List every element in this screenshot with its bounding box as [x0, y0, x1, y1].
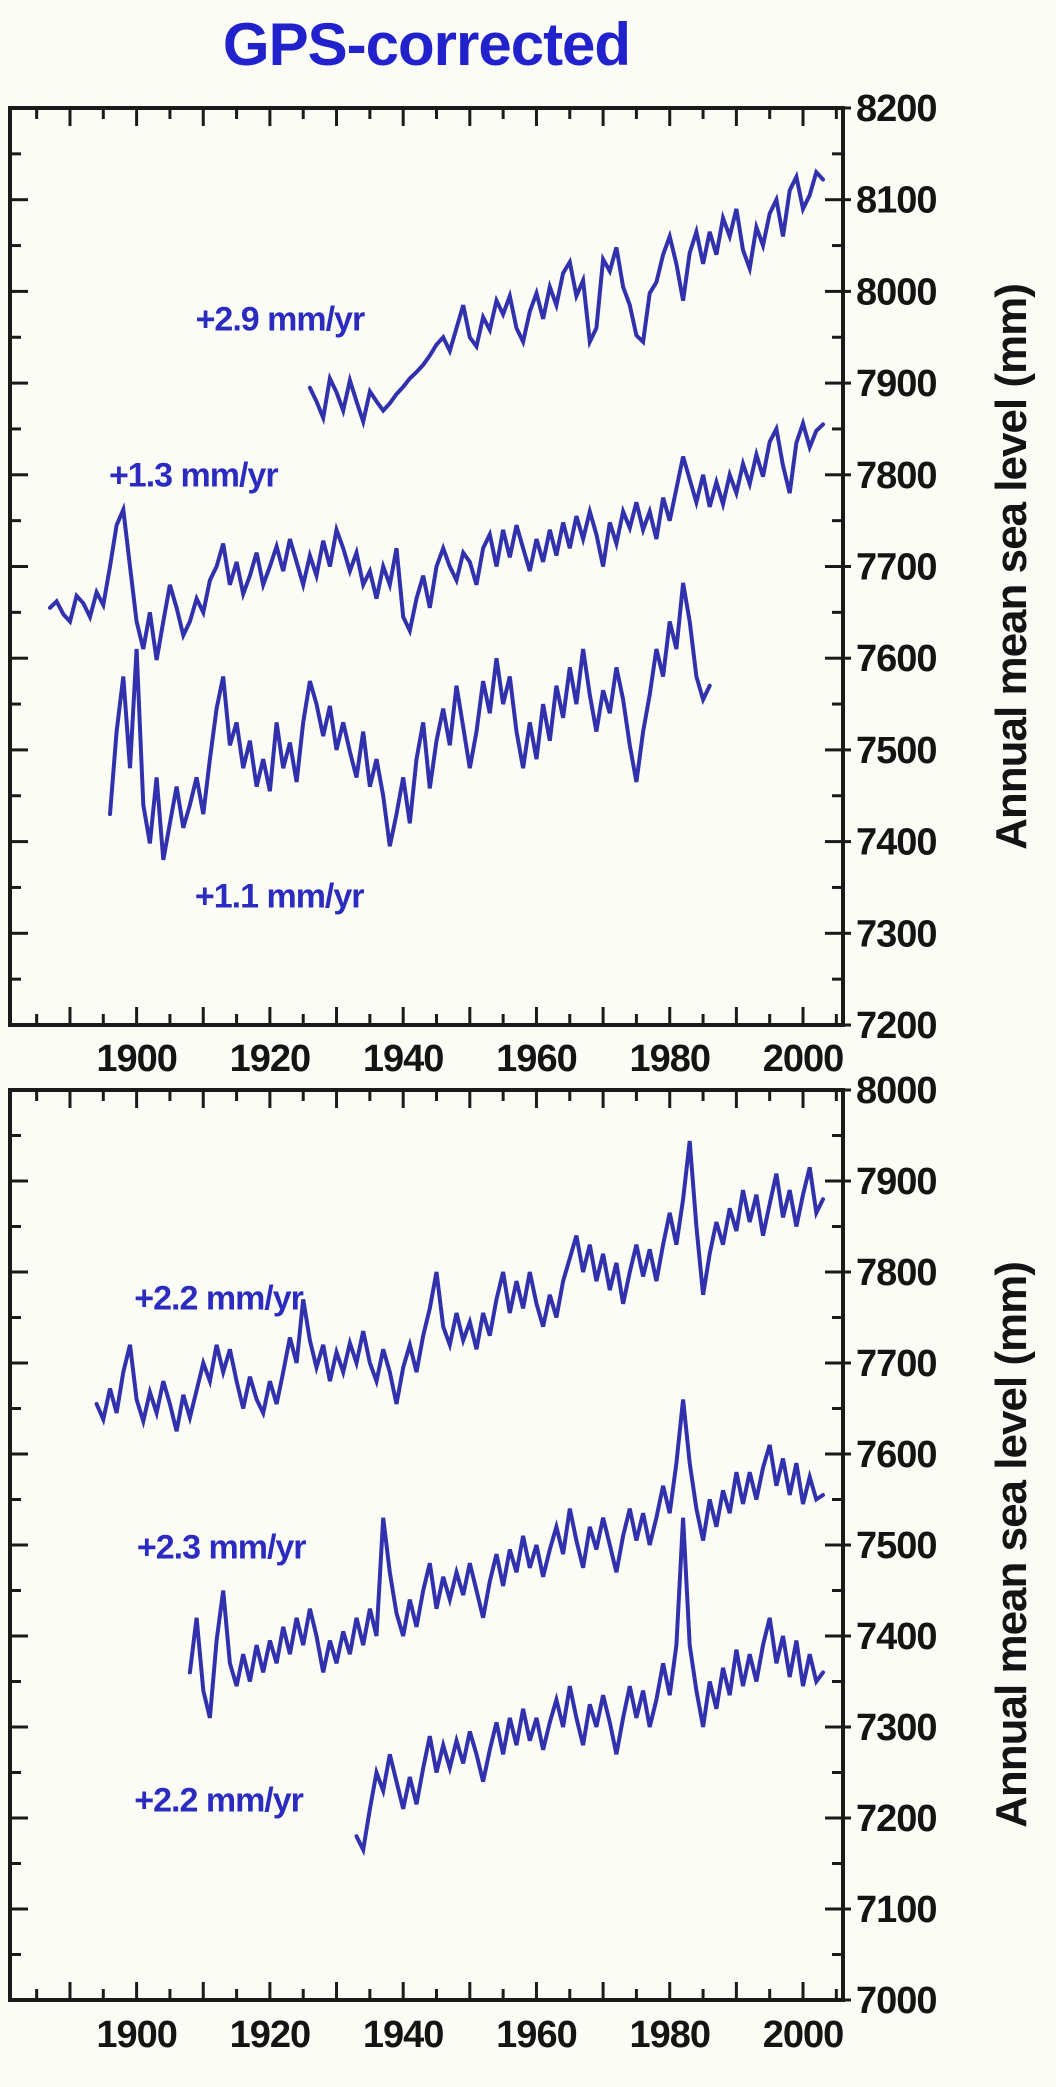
series-line-top-series-2 [48, 416, 825, 661]
x-tick-label: 1980 [629, 1038, 710, 1080]
trend-label-top-2: +1.3 mm/yr [108, 456, 279, 495]
y-tick-label: 7500 [856, 1525, 937, 1567]
y-tick-label: 7600 [856, 638, 937, 680]
series-line-bottom-series-3 [354, 1517, 825, 1857]
series-line-top-series-3 [108, 582, 712, 861]
trend-label-bottom-2: +2.3 mm/yr [136, 1528, 307, 1567]
x-tick-label: 2000 [763, 1038, 844, 1080]
y-tick-label: 7400 [856, 1616, 937, 1658]
y-tick-label: 7400 [856, 822, 937, 864]
chart-title: GPS-corrected [222, 11, 631, 78]
y-tick-label: 8000 [856, 1070, 937, 1112]
y-tick-label: 7200 [856, 1798, 937, 1840]
y-tick-label: 7900 [856, 363, 937, 405]
trend-label-bottom-3: +2.2 mm/yr [134, 1781, 304, 1820]
x-tick-label: 1940 [363, 2014, 444, 2056]
y-tick-label: 7300 [856, 913, 937, 955]
y-tick-label: 7800 [856, 455, 937, 497]
y-axis-title-bottom: Annual mean sea level (mm) [987, 1262, 1036, 1828]
y-tick-label: 7300 [856, 1707, 937, 1749]
x-tick-label: 2000 [763, 2014, 844, 2056]
y-axis-title-top: Annual mean sea level (mm) [987, 283, 1036, 850]
x-tick-label: 1900 [96, 1038, 177, 1080]
y-tick-label: 7700 [856, 547, 937, 589]
trend-label-top-3: +1.1 mm/yr [194, 877, 365, 916]
x-tick-label: 1960 [496, 1038, 577, 1080]
x-tick-label: 1980 [629, 2014, 710, 2056]
y-tick-label: 7900 [856, 1161, 937, 1203]
series-line-top-series-1 [307, 168, 825, 430]
x-tick-label: 1920 [230, 2014, 311, 2056]
series-line-bottom-series-1 [94, 1140, 825, 1432]
y-tick-label: 7100 [856, 1889, 937, 1931]
trend-label-top-1: +2.9 mm/yr [195, 300, 366, 339]
series-line-bottom-series-2 [187, 1399, 825, 1719]
y-tick-label: 7600 [856, 1434, 937, 1476]
y-tick-label: 7700 [856, 1343, 937, 1385]
y-tick-label: 7800 [856, 1252, 937, 1294]
y-tick-label: 8000 [856, 271, 937, 313]
trend-label-bottom-1: +2.2 mm/yr [134, 1279, 304, 1318]
x-tick-label: 1920 [230, 1038, 311, 1080]
x-tick-label: 1960 [496, 2014, 577, 2056]
y-tick-label: 8200 [856, 88, 937, 130]
x-tick-label: 1940 [363, 1038, 444, 1080]
y-tick-label: 7200 [856, 1005, 937, 1047]
y-tick-label: 7500 [856, 730, 937, 772]
y-tick-label: 8100 [856, 180, 937, 222]
y-tick-label: 7000 [856, 1980, 937, 2022]
x-tick-label: 1900 [96, 2014, 177, 2056]
